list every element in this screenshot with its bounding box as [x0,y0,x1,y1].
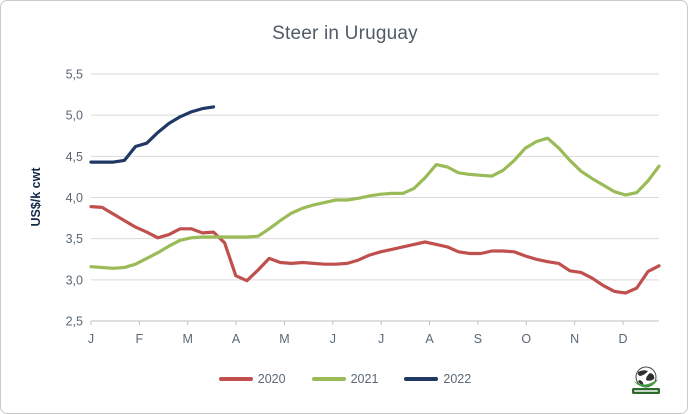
globe-logo-icon [632,366,660,394]
y-tick-label: 3,5 [66,232,83,246]
series-line-2021 [89,136,661,270]
legend-swatch-2020-icon [218,376,253,382]
x-tick-label: F [136,332,144,346]
legend-item-2021: 2021 [311,372,379,386]
x-tick-label: N [570,332,579,346]
x-tick-label: O [521,332,531,346]
y-tick-label: 4,5 [66,150,83,164]
x-tick-label: M [279,332,289,346]
series-line-2022 [89,105,216,164]
x-tick-label: J [88,332,94,346]
y-tick-label: 5,0 [66,109,83,123]
x-tick-label: M [183,332,193,346]
y-tick-label: 5,5 [66,68,83,82]
legend-item-2022: 2022 [404,372,471,386]
chart-title: Steer in Uruguay [272,23,418,44]
legend: 2020 2021 2022 [1,372,687,386]
y-tick-label: 2,5 [66,315,83,329]
series-line-2020 [89,205,661,295]
y-axis-title: US$/k cwt [29,167,43,227]
legend-label-2020: 2020 [257,372,286,386]
legend-item-2020: 2020 [218,372,286,386]
legend-label-2021: 2021 [350,372,379,386]
y-tick-label: 3,0 [66,273,83,287]
legend-swatch-2021-icon [311,376,346,382]
x-tick-label: S [474,332,482,346]
legend-swatch-2022-icon [404,376,439,382]
y-tick-label: 4,0 [66,191,83,205]
x-tick-label: J [330,332,336,346]
x-tick-label: D [618,332,627,346]
x-tick-label: A [425,332,434,346]
legend-label-2022: 2022 [443,372,472,386]
x-tick-label: J [378,332,384,346]
x-tick-label: A [232,332,241,346]
